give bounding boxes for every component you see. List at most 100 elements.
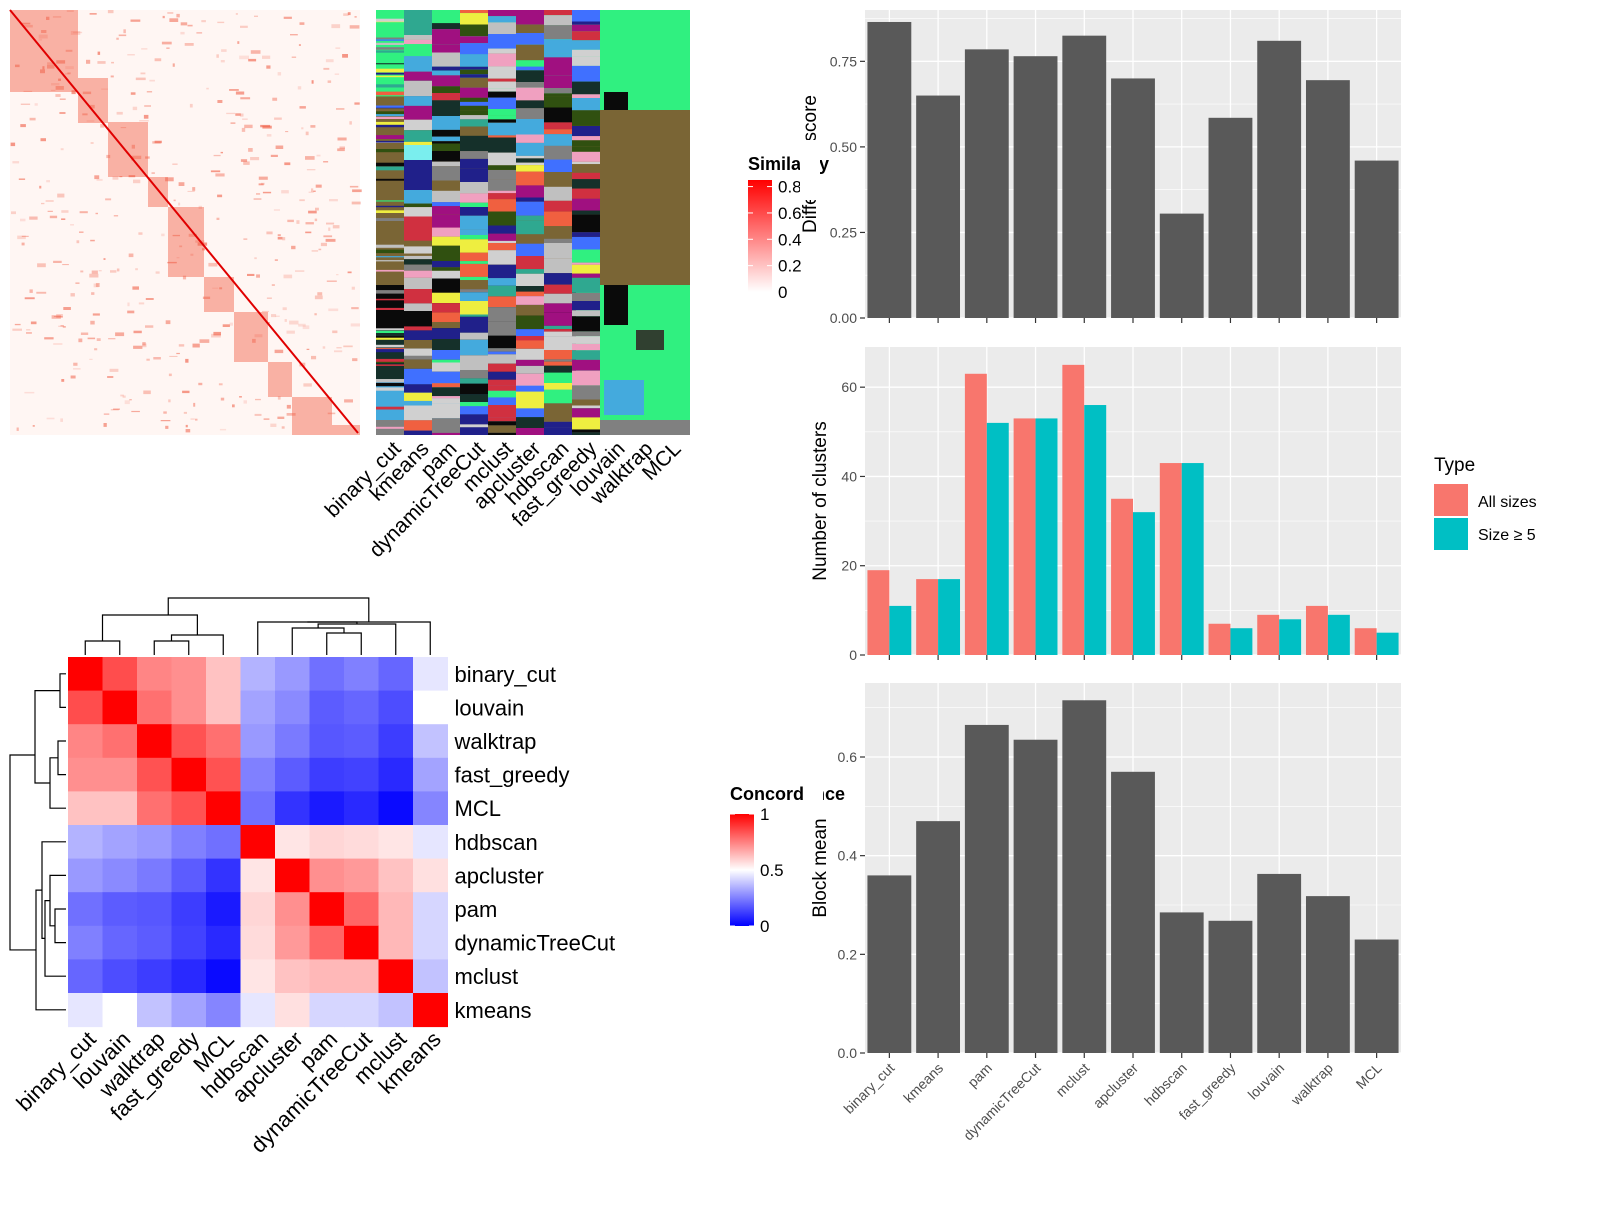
similarity-cell: [308, 210, 317, 214]
concordance-cell: [413, 690, 448, 725]
similarity-cell: [20, 218, 26, 222]
similarity-cell: [306, 169, 316, 171]
partition-cell: [376, 260, 404, 262]
partition-cell: [432, 362, 460, 372]
partition-cell: [460, 193, 488, 203]
partition-cell: [544, 122, 572, 130]
partition-cell: [460, 355, 488, 371]
partition-cell: [488, 137, 516, 153]
similarity-cell: [111, 61, 114, 64]
concordance-cell: [309, 657, 345, 692]
concordance-cell: [275, 858, 310, 893]
similarity-cell: [213, 154, 221, 157]
similarity-cell: [53, 260, 62, 263]
similarity-cell: [155, 271, 160, 274]
similarity-cell: [185, 424, 188, 428]
partition-cell: [544, 226, 572, 239]
similarity-cell: [37, 263, 46, 268]
similarity-cell: [229, 322, 233, 326]
similarity-cell: [172, 63, 175, 67]
partition-cell: [404, 240, 432, 247]
type-legend: Type All sizes Size ≥ 5: [1434, 455, 1537, 550]
partition-cell: [432, 166, 460, 181]
partition-cell: [460, 406, 488, 415]
similarity-cell: [169, 18, 179, 22]
similarity-cell: [165, 177, 174, 182]
similarity-cell: [109, 368, 119, 372]
partition-cell: [516, 365, 544, 374]
partition-cell: [544, 361, 572, 366]
similarity-cell: [12, 328, 22, 331]
partition-cell: [432, 267, 460, 271]
similarity-cell: [29, 117, 36, 121]
partition-cell: [516, 296, 544, 305]
similarity-cell: [153, 357, 161, 360]
similarity-cell: [301, 127, 304, 130]
similarity-cell: [311, 188, 314, 192]
similarity-cell: [323, 161, 329, 163]
partition-cell: [516, 185, 544, 198]
similarity-cell: [198, 382, 203, 386]
similarity-cell: [192, 187, 196, 191]
partition-cell: [544, 96, 572, 108]
top-dendrogram-branch: [291, 627, 345, 655]
bar: [964, 724, 1009, 1053]
partition-cell: [460, 77, 488, 88]
partition-cell: [572, 179, 600, 189]
bar: [1257, 40, 1302, 319]
similarity-cell: [59, 98, 66, 100]
partition-cell: [460, 87, 488, 98]
y-tick-label: 0.4: [838, 848, 858, 864]
partition-cell: [544, 325, 572, 330]
x-tick-label: binary_cut: [840, 1060, 897, 1117]
similarity-cell: [106, 154, 111, 159]
concordance-cell: [102, 657, 138, 692]
y-tick-label: 0: [849, 647, 857, 663]
bar-size-ge5: [1279, 619, 1302, 655]
partition-cell: [460, 126, 488, 136]
partition-cell: [572, 161, 600, 165]
partition-cell: [376, 149, 404, 153]
similarity-cell: [39, 185, 42, 189]
similarity-cell: [32, 425, 35, 427]
bar-all-sizes: [1208, 623, 1231, 655]
partition-cell: [572, 140, 600, 147]
partition-cell: [404, 228, 432, 241]
partition-cell: [376, 162, 404, 167]
similarity-legend-label: 0.4: [778, 230, 802, 249]
partition-cell: [404, 188, 432, 204]
partition-cell: [544, 88, 572, 94]
partition-cell: [636, 330, 664, 350]
partition-cell: [404, 105, 432, 120]
similarity-cell: [61, 379, 65, 382]
similarity-cell: [146, 91, 153, 93]
similarity-cell: [243, 400, 247, 404]
similarity-cell: [82, 91, 92, 95]
similarity-cell: [118, 34, 127, 37]
partition-cell: [432, 236, 460, 246]
partition-cell: [516, 171, 544, 186]
concordance-cell: [206, 959, 241, 994]
partition-cell: [404, 355, 432, 360]
partition-cell: [376, 75, 404, 78]
similarity-cell: [53, 343, 63, 345]
similarity-cell: [239, 113, 244, 117]
partition-cell: [432, 398, 460, 404]
similarity-cell: [349, 121, 352, 125]
similarity-cell: [60, 148, 64, 151]
similarity-cell: [62, 264, 69, 266]
similarity-cell: [139, 120, 149, 122]
partition-cell: [460, 263, 488, 277]
partition-cell: [460, 332, 488, 340]
partition-cell: [376, 178, 404, 181]
concordance-cell: [206, 757, 241, 792]
similarity-cell: [60, 325, 64, 327]
partition-cell: [432, 10, 460, 24]
similarity-cell: [287, 219, 294, 223]
partition-cell: [516, 197, 544, 202]
concordance-cell: [240, 657, 276, 692]
partition-cell: [488, 379, 516, 386]
partition-cell: [544, 243, 572, 259]
similarity-cell: [291, 245, 296, 250]
partition-cell: [460, 383, 488, 395]
